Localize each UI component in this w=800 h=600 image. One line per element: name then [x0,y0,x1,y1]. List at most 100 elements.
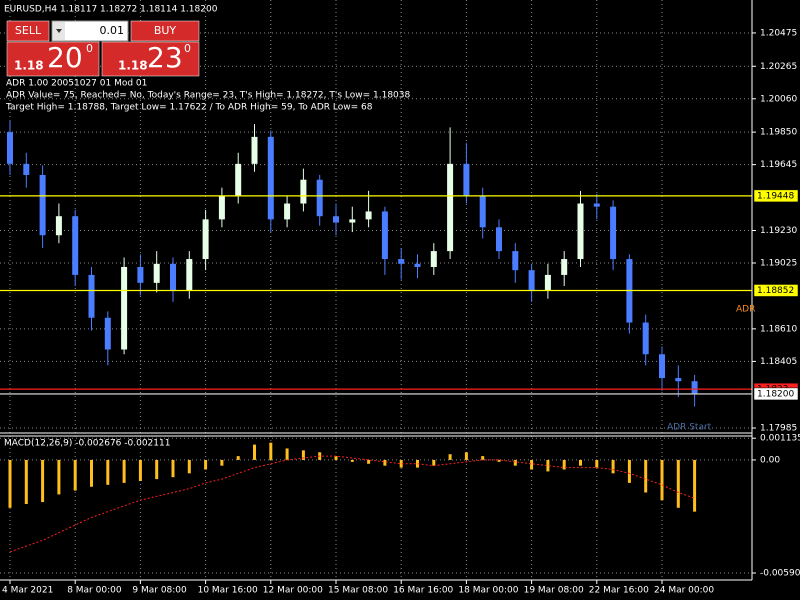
macd-bar [513,459,517,466]
price-level-box [753,284,799,297]
sell-price-box[interactable] [6,41,100,77]
candle-body [284,203,291,220]
macd-bar [204,459,208,470]
macd-bar [285,448,289,460]
macd-bar [627,459,631,483]
x-tick-label: 4 Mar 2021 [2,586,53,596]
x-tick-label: 12 Mar 00:00 [263,586,323,596]
lot-arrow [56,29,62,33]
macd-bar [253,444,256,460]
macd-bar [530,459,534,470]
candle-body [186,259,193,291]
indicator-text: ADR Value= 75, Reached= No, Today's Rang… [6,91,410,101]
y-tick-label: 1.20475 [760,28,797,38]
macd-bar [106,459,110,485]
lot-value[interactable]: 0.01 [100,24,125,37]
y-tick-label: 1.20265 [760,62,797,72]
candle-body [398,259,405,264]
sell-price-prefix: 1.18 [14,59,44,73]
lot-input[interactable] [51,20,129,42]
macd-bar [8,459,12,508]
candle-body [316,179,323,217]
candle-body [267,136,274,220]
candle-body [593,203,600,207]
macd-bar [138,459,142,481]
y-tick-label: 1.19230 [760,226,797,236]
y-tick-label: 1.18405 [760,357,797,367]
candle-body [121,266,128,350]
y-tick-label: 1.19645 [760,160,797,170]
candle-body [300,179,307,204]
macd-bar [562,459,566,470]
sell-label[interactable]: SELL [15,24,42,37]
buy-button[interactable] [130,20,200,42]
x-tick-label: 9 Mar 08:00 [132,586,187,596]
y-tick-label: -0.005905 [760,569,800,579]
price-level-label: 1.19448 [757,191,794,201]
macd-bar [24,459,28,504]
candle-body [137,266,144,283]
buy-price-prefix: 1.18 [118,59,148,73]
candle-body [72,216,79,275]
candle-body [577,203,584,260]
candle-body [333,216,339,223]
indicator-text: ADR 1.00 20051027 01 Mod 01 [6,79,147,89]
macd-bar [448,454,452,460]
candle-body [610,206,617,260]
macd-title: MACD(12,26,9) -0.002676 -0.002111 [4,439,170,449]
adr-annotation: ADR [736,305,755,315]
buy-price-big: 23 [147,41,183,74]
candle-body [7,132,13,164]
x-tick-label: 19 Mar 08:00 [524,586,584,596]
candle-body [561,259,568,275]
macd-bar [350,459,354,462]
macd-bar [57,459,61,495]
x-tick-label: 8 Mar 00:00 [67,586,122,596]
candle-body [381,211,388,260]
macd-bar [383,459,387,466]
macd-bar [644,459,648,493]
sell-button[interactable] [6,20,50,42]
indicator-text: Target High= 1.18788, Target Low= 1.1762… [5,103,373,113]
macd-bar [41,459,45,503]
y-tick-label: 1.19025 [760,259,797,269]
candle-body [235,163,242,196]
candle-body [218,195,225,220]
candle-body [153,263,160,283]
macd-bar [155,459,159,480]
candle-body [447,163,454,252]
y-tick-label: 1.18610 [760,324,797,334]
candle-body [659,354,665,379]
candle-body [463,163,470,196]
y-tick-label: 0.001135 [760,434,800,444]
macd-bar [269,442,273,460]
candle-body [23,163,30,175]
candle-body [544,274,551,291]
buy-label[interactable]: BUY [154,24,177,37]
candle-body [675,378,682,382]
macd-bar [464,452,468,460]
candle-body [414,263,421,267]
buy-price-sup: 0 [184,42,191,55]
adr-start-annotation: ADR Start [667,423,712,433]
macd-bar [220,459,224,466]
candle-body [430,251,437,267]
macd-bar [676,459,680,508]
macd-bar [171,459,175,478]
price-level-label: 1.18852 [757,286,794,296]
macd-bar [693,459,697,512]
y-tick-label: 0.00 [760,455,780,465]
x-tick-label: 18 Mar 00:00 [458,586,518,596]
sell-price-sup: 0 [86,42,93,55]
macd-bar [546,459,550,472]
macd-bar [579,459,582,466]
macd-bar [367,459,371,464]
x-tick-label: 16 Mar 16:00 [393,586,453,596]
macd-bar [660,459,664,501]
chart-header: EURUSD,H4 1.18117 1.18272 1.18114 1.1820… [4,5,218,15]
candle-body [365,211,372,220]
y-tick-label: 1.17985 [760,424,797,434]
buy-price-box[interactable] [101,41,200,77]
price-level-box [753,387,799,401]
